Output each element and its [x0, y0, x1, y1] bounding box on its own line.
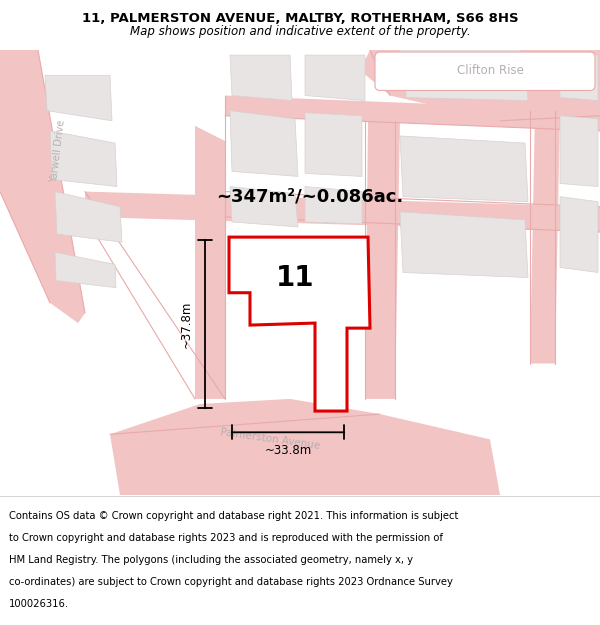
Polygon shape	[560, 116, 598, 186]
Polygon shape	[405, 55, 528, 101]
Text: ~33.8m: ~33.8m	[265, 444, 311, 458]
Text: 100026316.: 100026316.	[9, 599, 69, 609]
Polygon shape	[360, 50, 600, 121]
Polygon shape	[229, 237, 370, 411]
Polygon shape	[225, 96, 600, 131]
Polygon shape	[400, 212, 528, 278]
Polygon shape	[110, 399, 500, 495]
Polygon shape	[400, 136, 528, 202]
Polygon shape	[230, 186, 298, 227]
Polygon shape	[400, 50, 525, 86]
Text: Yarwell Drive: Yarwell Drive	[49, 119, 67, 183]
Polygon shape	[55, 253, 116, 288]
Text: Palmerston Avenue: Palmerston Avenue	[220, 428, 320, 451]
Text: co-ordinates) are subject to Crown copyright and database rights 2023 Ordnance S: co-ordinates) are subject to Crown copyr…	[9, 577, 453, 587]
Polygon shape	[85, 192, 600, 232]
Polygon shape	[50, 131, 117, 186]
Text: ~347m²/~0.086ac.: ~347m²/~0.086ac.	[217, 188, 404, 206]
Polygon shape	[45, 75, 112, 121]
Text: to Crown copyright and database rights 2023 and is reproduced with the permissio: to Crown copyright and database rights 2…	[9, 532, 443, 542]
Polygon shape	[305, 186, 362, 224]
Text: ~37.8m: ~37.8m	[180, 301, 193, 348]
Polygon shape	[195, 126, 225, 399]
Polygon shape	[365, 121, 400, 399]
FancyBboxPatch shape	[375, 52, 595, 91]
Polygon shape	[305, 55, 365, 101]
Text: HM Land Registry. The polygons (including the associated geometry, namely x, y: HM Land Registry. The polygons (includin…	[9, 555, 413, 565]
Polygon shape	[0, 50, 85, 323]
Polygon shape	[560, 55, 598, 101]
Text: Contains OS data © Crown copyright and database right 2021. This information is : Contains OS data © Crown copyright and d…	[9, 511, 458, 521]
Polygon shape	[55, 192, 122, 242]
Polygon shape	[230, 111, 298, 176]
Polygon shape	[230, 55, 292, 101]
Polygon shape	[530, 111, 560, 364]
Text: 11, PALMERSTON AVENUE, MALTBY, ROTHERHAM, S66 8HS: 11, PALMERSTON AVENUE, MALTBY, ROTHERHAM…	[82, 12, 518, 26]
Text: Clifton Rise: Clifton Rise	[457, 64, 523, 77]
Text: Map shows position and indicative extent of the property.: Map shows position and indicative extent…	[130, 24, 470, 38]
Text: 11: 11	[276, 264, 314, 291]
Polygon shape	[305, 112, 362, 176]
Polygon shape	[560, 197, 598, 272]
